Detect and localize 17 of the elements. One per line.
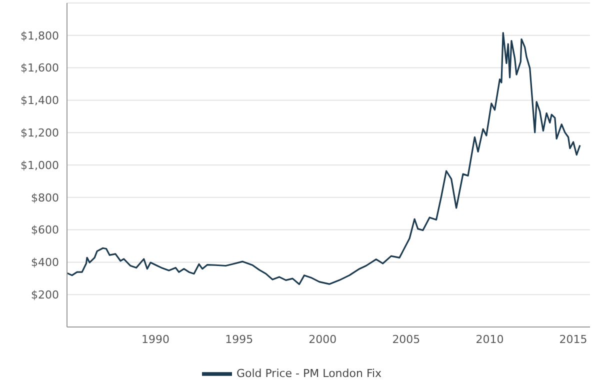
y-tick-label: $1,200 — [20, 126, 59, 140]
y-tick-label: $800 — [31, 191, 59, 204]
y-tick-label: $600 — [31, 224, 59, 237]
legend-label: Gold Price - PM London Fix — [236, 367, 382, 380]
x-tick-label: 2010 — [476, 332, 504, 346]
y-tick-label: $1,600 — [20, 62, 59, 75]
x-tick-label: 1995 — [225, 332, 254, 346]
x-tick-label: 2000 — [308, 332, 337, 346]
y-tick-label: $1,000 — [20, 158, 59, 172]
line-series — [67, 32, 581, 286]
x-tick-label: 2005 — [392, 332, 420, 346]
x-tick-label: 2015 — [559, 332, 588, 346]
y-tick-label: $1,400 — [20, 94, 59, 108]
y-tick-label: $1,800 — [20, 29, 59, 42]
y-tick-label: $200 — [31, 288, 59, 302]
x-tick-label: 1990 — [142, 332, 170, 346]
y-tick-label: $400 — [31, 256, 59, 270]
